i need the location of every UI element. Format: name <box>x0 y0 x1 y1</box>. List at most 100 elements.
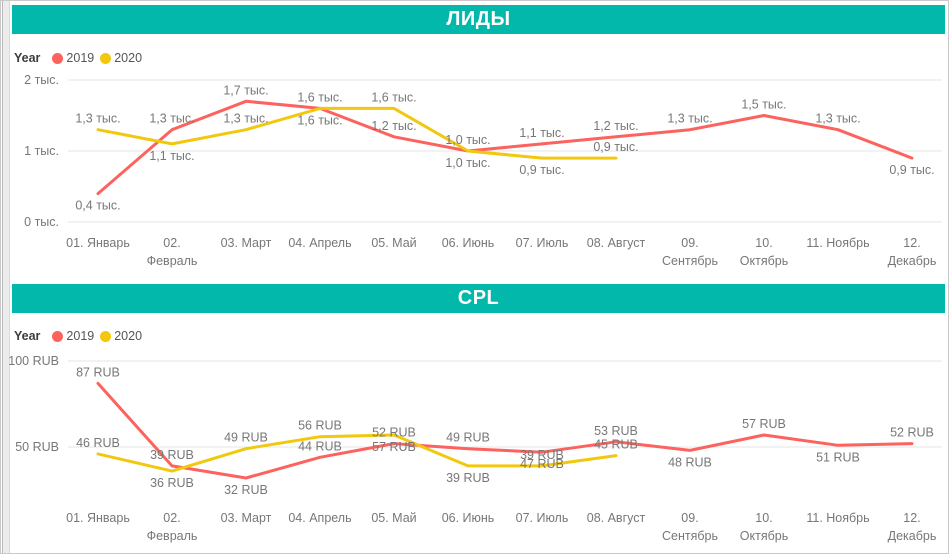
legend-item-2019[interactable]: 2019 <box>52 329 94 343</box>
series-line-2019[interactable] <box>96 381 914 480</box>
y-axis-label: 100 RUB <box>8 354 59 368</box>
x-axis-label: Октябрь <box>740 254 788 268</box>
data-label-2019: 48 RUB <box>668 455 712 469</box>
data-label-2019: 1,6 тыс. <box>297 113 342 127</box>
data-label-2019: 87 RUB <box>76 365 120 379</box>
x-axis-label: Декабрь <box>888 254 937 268</box>
data-label-2019: 52 RUB <box>890 426 934 440</box>
x-axis-label: 11. Ноябрь <box>806 511 869 525</box>
data-label-2020: 1,6 тыс. <box>371 90 416 104</box>
x-axis-label: 07. Июль <box>516 511 569 525</box>
legend-item-2019[interactable]: 2019 <box>52 51 94 65</box>
x-axis-label: Февраль <box>147 529 198 543</box>
series-line-2020[interactable] <box>96 106 618 160</box>
legend-dot-icon <box>52 52 64 64</box>
x-axis-label: 02. <box>163 511 180 525</box>
x-axis-label: 09. <box>681 236 698 250</box>
legend-item-2020[interactable]: 2020 <box>100 51 142 65</box>
data-label-2020: 0,9 тыс. <box>593 140 638 154</box>
data-label-2019: 1,3 тыс. <box>149 112 194 126</box>
x-axis-label: 11. Ноябрь <box>806 236 869 250</box>
leads-title-bar: ЛИДЫ <box>12 5 945 34</box>
data-label-2020: 1,1 тыс. <box>149 149 194 163</box>
data-label-2019: 51 RUB <box>816 450 860 464</box>
legend-title: Year <box>14 329 41 343</box>
legend-title: Year <box>14 51 41 65</box>
leads-legend: Year 2019 2020 <box>14 51 142 65</box>
x-axis-label: 05. Май <box>371 236 416 250</box>
y-axis-label: 50 RUB <box>15 440 59 454</box>
data-label-2020: 39 RUB <box>520 448 564 462</box>
x-axis-label: Сентябрь <box>662 254 718 268</box>
data-label-2019: 39 RUB <box>150 448 194 462</box>
data-label-2019: 49 RUB <box>446 431 490 445</box>
data-label-2020: 39 RUB <box>446 471 490 485</box>
x-axis-label: 04. Апрель <box>288 236 351 250</box>
x-axis-label: 05. Май <box>371 511 416 525</box>
cpl-title-bar: CPL <box>12 284 945 313</box>
cpl-line-chart[interactable]: 50 RUB 100 RUB 01. Январь 02. Февраль 03. Мар… <box>1 313 949 554</box>
x-axis-label: 12. <box>903 511 920 525</box>
x-axis-label: 12. <box>903 236 920 250</box>
leads-line-chart[interactable]: 0 тыс. 1 тыс. 2 тыс. 01. Январь 02. Февраль 03… <box>1 34 949 284</box>
data-label-2019: 1,3 тыс. <box>667 112 712 126</box>
data-label-2019: 52 RUB <box>372 426 416 440</box>
x-axis-label: 08. Август <box>587 511 646 525</box>
x-axis-label: 06. Июнь <box>442 236 495 250</box>
x-axis-label: Сентябрь <box>662 529 718 543</box>
legend-dot-icon <box>100 52 112 64</box>
x-axis-label: 10. <box>755 511 772 525</box>
x-axis-label: Декабрь <box>888 529 937 543</box>
legend-item-label: 2020 <box>114 329 143 343</box>
series-line-2019[interactable] <box>96 99 914 196</box>
legend-dot-icon <box>52 330 64 342</box>
data-label-2020: 46 RUB <box>76 436 120 450</box>
x-axis-label: Октябрь <box>740 529 788 543</box>
data-label-2020: 0,9 тыс. <box>519 163 564 177</box>
data-label-2019: 0,9 тыс. <box>889 163 934 177</box>
y-axis-label: 2 тыс. <box>24 73 59 87</box>
left-scrollbar[interactable] <box>2 1 10 553</box>
x-axis-label: 09. <box>681 511 698 525</box>
data-label-2019: 1,5 тыс. <box>741 98 786 112</box>
cpl-legend: Year 2019 2020 <box>14 329 142 343</box>
data-label-2019: 1,7 тыс. <box>223 83 268 97</box>
x-axis-label: 02. <box>163 236 180 250</box>
data-label-2019: 1,2 тыс. <box>371 119 416 133</box>
data-label-2020: 1,0 тыс. <box>445 133 490 147</box>
legend-item-label: 2019 <box>66 51 95 65</box>
x-axis-label: 07. Июль <box>516 236 569 250</box>
data-label-2020: 1,6 тыс. <box>297 90 342 104</box>
y-axis-label: 0 тыс. <box>24 215 59 229</box>
data-label-2020: 57 RUB <box>372 440 416 454</box>
data-label-2019: 0,4 тыс. <box>75 199 120 213</box>
legend-dot-icon <box>100 330 112 342</box>
x-axis-label: 01. Январь <box>66 511 130 525</box>
x-axis-label: Февраль <box>147 254 198 268</box>
leads-chart-title: ЛИДЫ <box>446 8 511 30</box>
x-axis-label: 06. Июнь <box>442 511 495 525</box>
legend-item-label: 2020 <box>114 51 143 65</box>
data-label-2020: 36 RUB <box>150 476 194 490</box>
x-axis-label: 04. Апрель <box>288 511 351 525</box>
data-label-2019: 1,1 тыс. <box>519 126 564 140</box>
data-label-2020: 45 RUB <box>594 438 638 452</box>
x-axis-label: 03. Март <box>221 511 272 525</box>
x-axis-label: 01. Январь <box>66 236 130 250</box>
data-label-2020: 56 RUB <box>298 419 342 433</box>
data-label-2019: 1,0 тыс. <box>445 156 490 170</box>
data-label-2020: 1,3 тыс. <box>75 112 120 126</box>
data-label-2020: 49 RUB <box>224 431 268 445</box>
data-label-2019: 47 RUB <box>520 457 564 471</box>
legend-item-2020[interactable]: 2020 <box>100 329 142 343</box>
data-label-2019: 44 RUB <box>298 439 342 453</box>
x-axis-label: 10. <box>755 236 772 250</box>
series-line-2020[interactable] <box>96 433 618 473</box>
data-label-2019: 53 RUB <box>594 424 638 438</box>
data-label-2019: 1,2 тыс. <box>593 119 638 133</box>
data-label-2019: 1,3 тыс. <box>815 112 860 126</box>
x-axis-label: 08. Август <box>587 236 646 250</box>
cpl-chart-title: CPL <box>457 287 500 309</box>
legend-item-label: 2019 <box>66 329 95 343</box>
